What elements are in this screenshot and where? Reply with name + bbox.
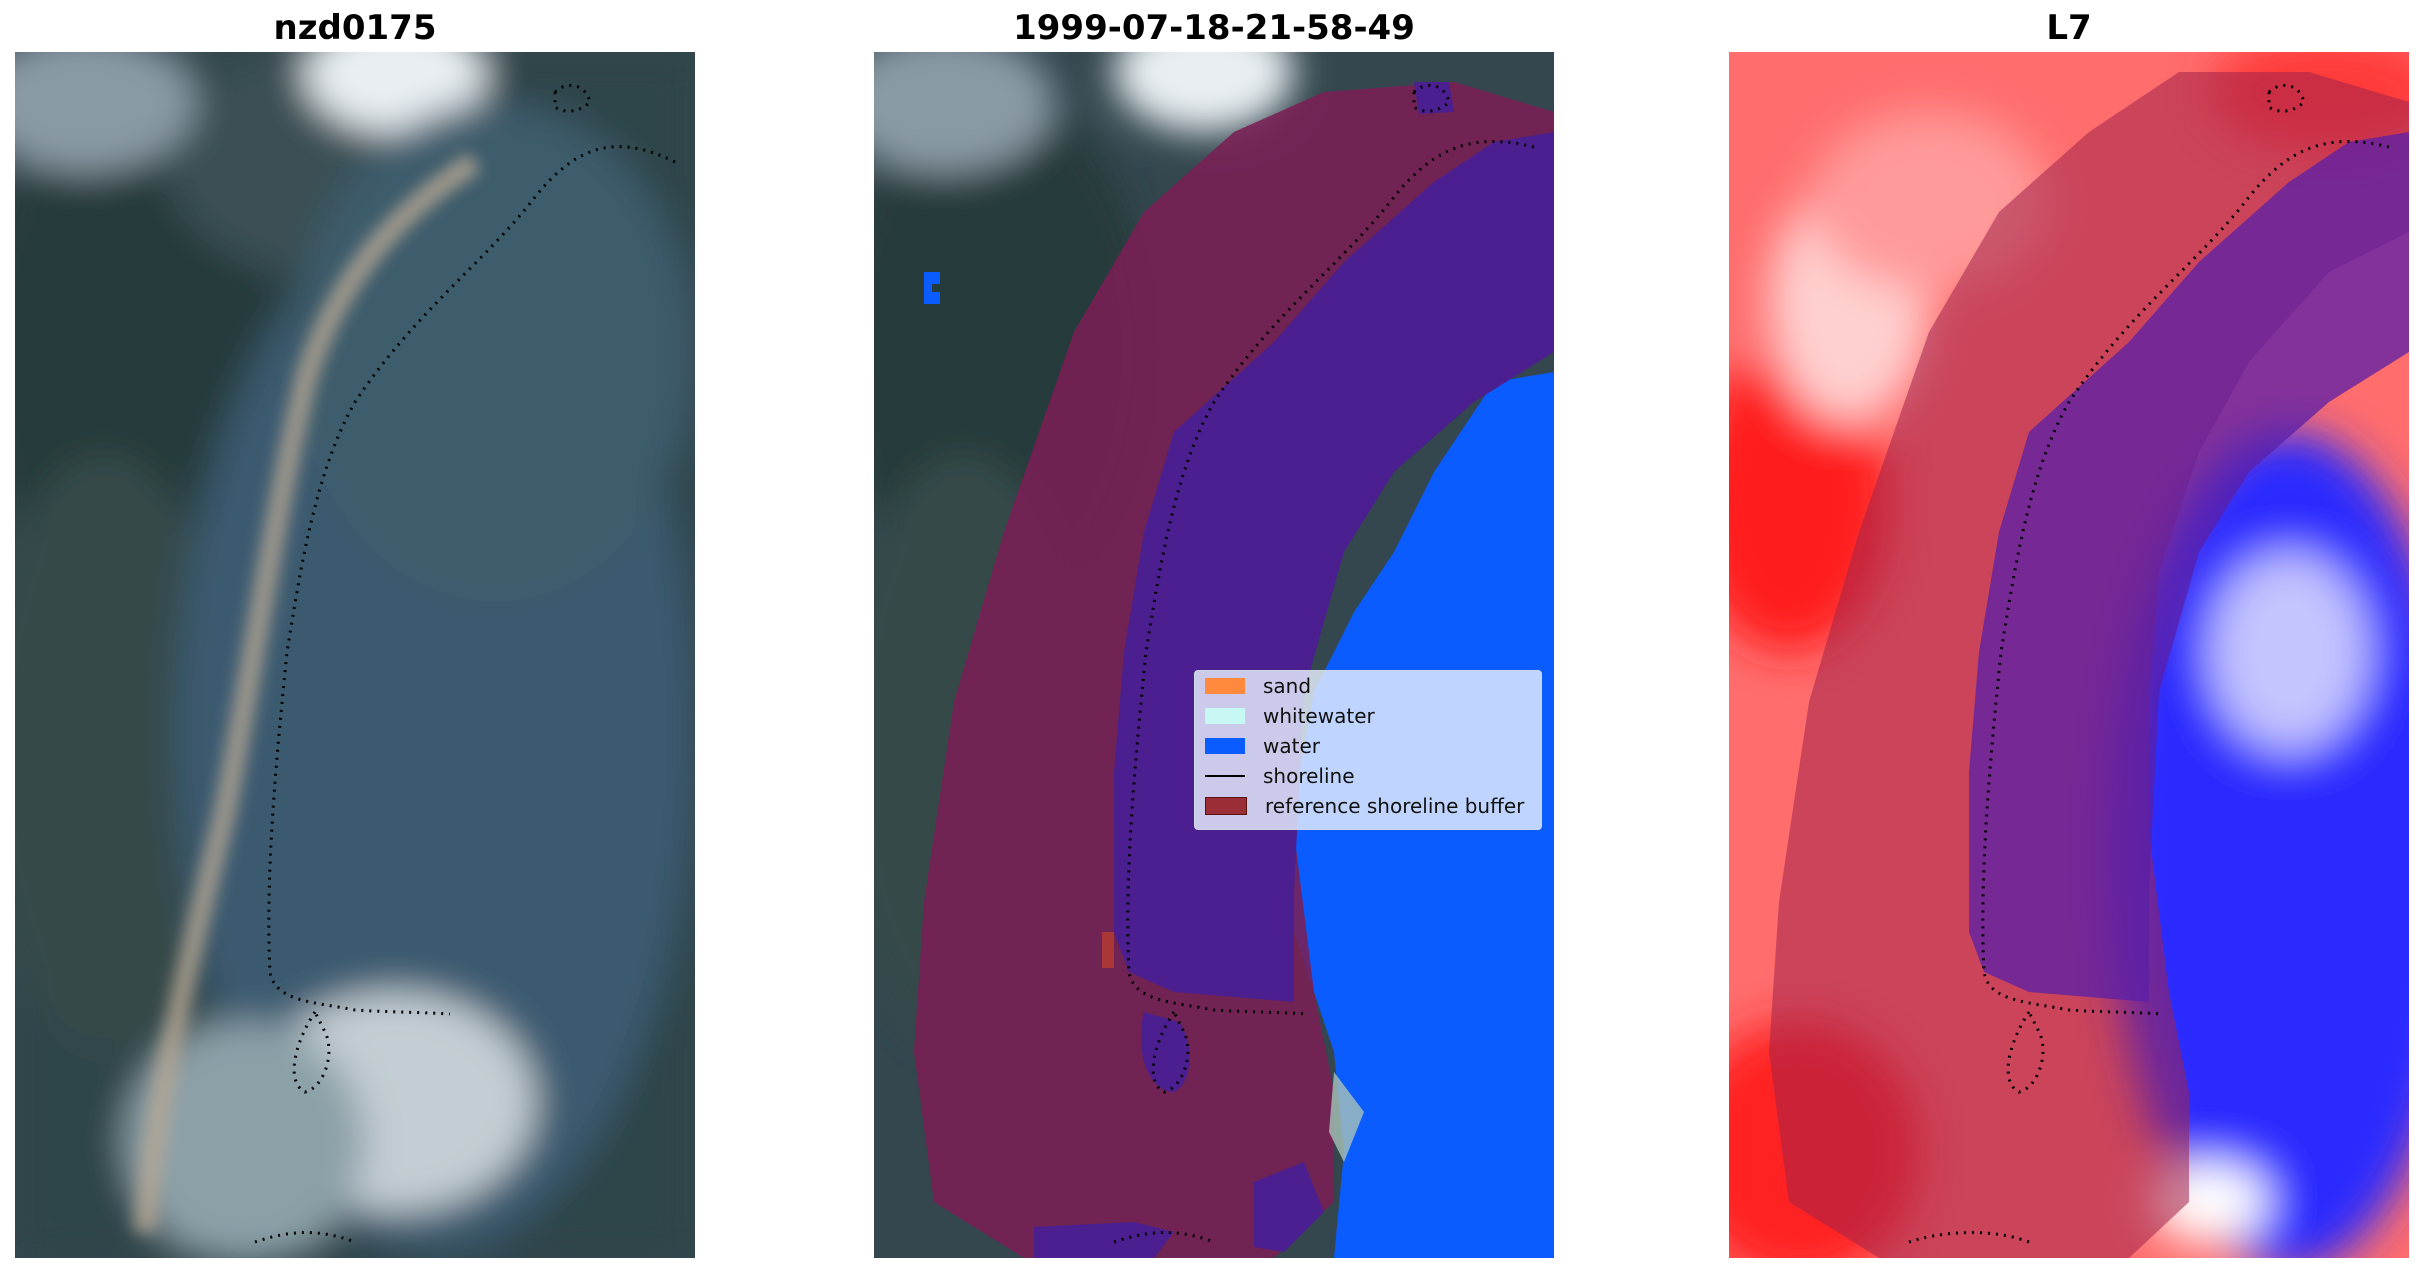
rgb-image-panel xyxy=(15,52,695,1258)
classified-image-panel xyxy=(874,52,1554,1258)
legend-label-shoreline: shoreline xyxy=(1263,764,1355,788)
buffer-swatch xyxy=(1205,797,1247,815)
legend-label-water: water xyxy=(1263,734,1320,758)
map-legend: sand whitewater water shoreline referenc… xyxy=(1194,670,1542,830)
legend-item-shoreline: shoreline xyxy=(1205,763,1355,789)
sand-swatch xyxy=(1205,678,1245,694)
shoreline-swatch xyxy=(1205,775,1245,777)
legend-item-whitewater: whitewater xyxy=(1205,703,1375,729)
sand-class-speck xyxy=(1102,932,1114,968)
legend-label-sand: sand xyxy=(1263,674,1312,698)
legend-label-buffer: reference shoreline buffer xyxy=(1265,794,1525,818)
legend-label-whitewater: whitewater xyxy=(1263,704,1375,728)
legend-item-sand: sand xyxy=(1205,673,1311,699)
whitewater-class-region xyxy=(1329,1072,1364,1162)
panel-title-site: nzd0175 xyxy=(273,8,437,48)
index-image-panel xyxy=(1729,52,2409,1258)
index-image xyxy=(1729,52,2409,1258)
legend-item-water: water xyxy=(1205,733,1320,759)
whitewater-swatch xyxy=(1205,708,1245,724)
rgb-satellite-image xyxy=(15,52,695,1258)
panel-title-date: 1999-07-18-21-58-49 xyxy=(1013,8,1415,48)
panel-title-satellite: L7 xyxy=(2046,8,2092,48)
water-swatch xyxy=(1205,738,1245,754)
legend-item-buffer: reference shoreline buffer xyxy=(1205,793,1524,819)
water-class-speck xyxy=(924,272,940,304)
classified-image xyxy=(874,52,1554,1258)
